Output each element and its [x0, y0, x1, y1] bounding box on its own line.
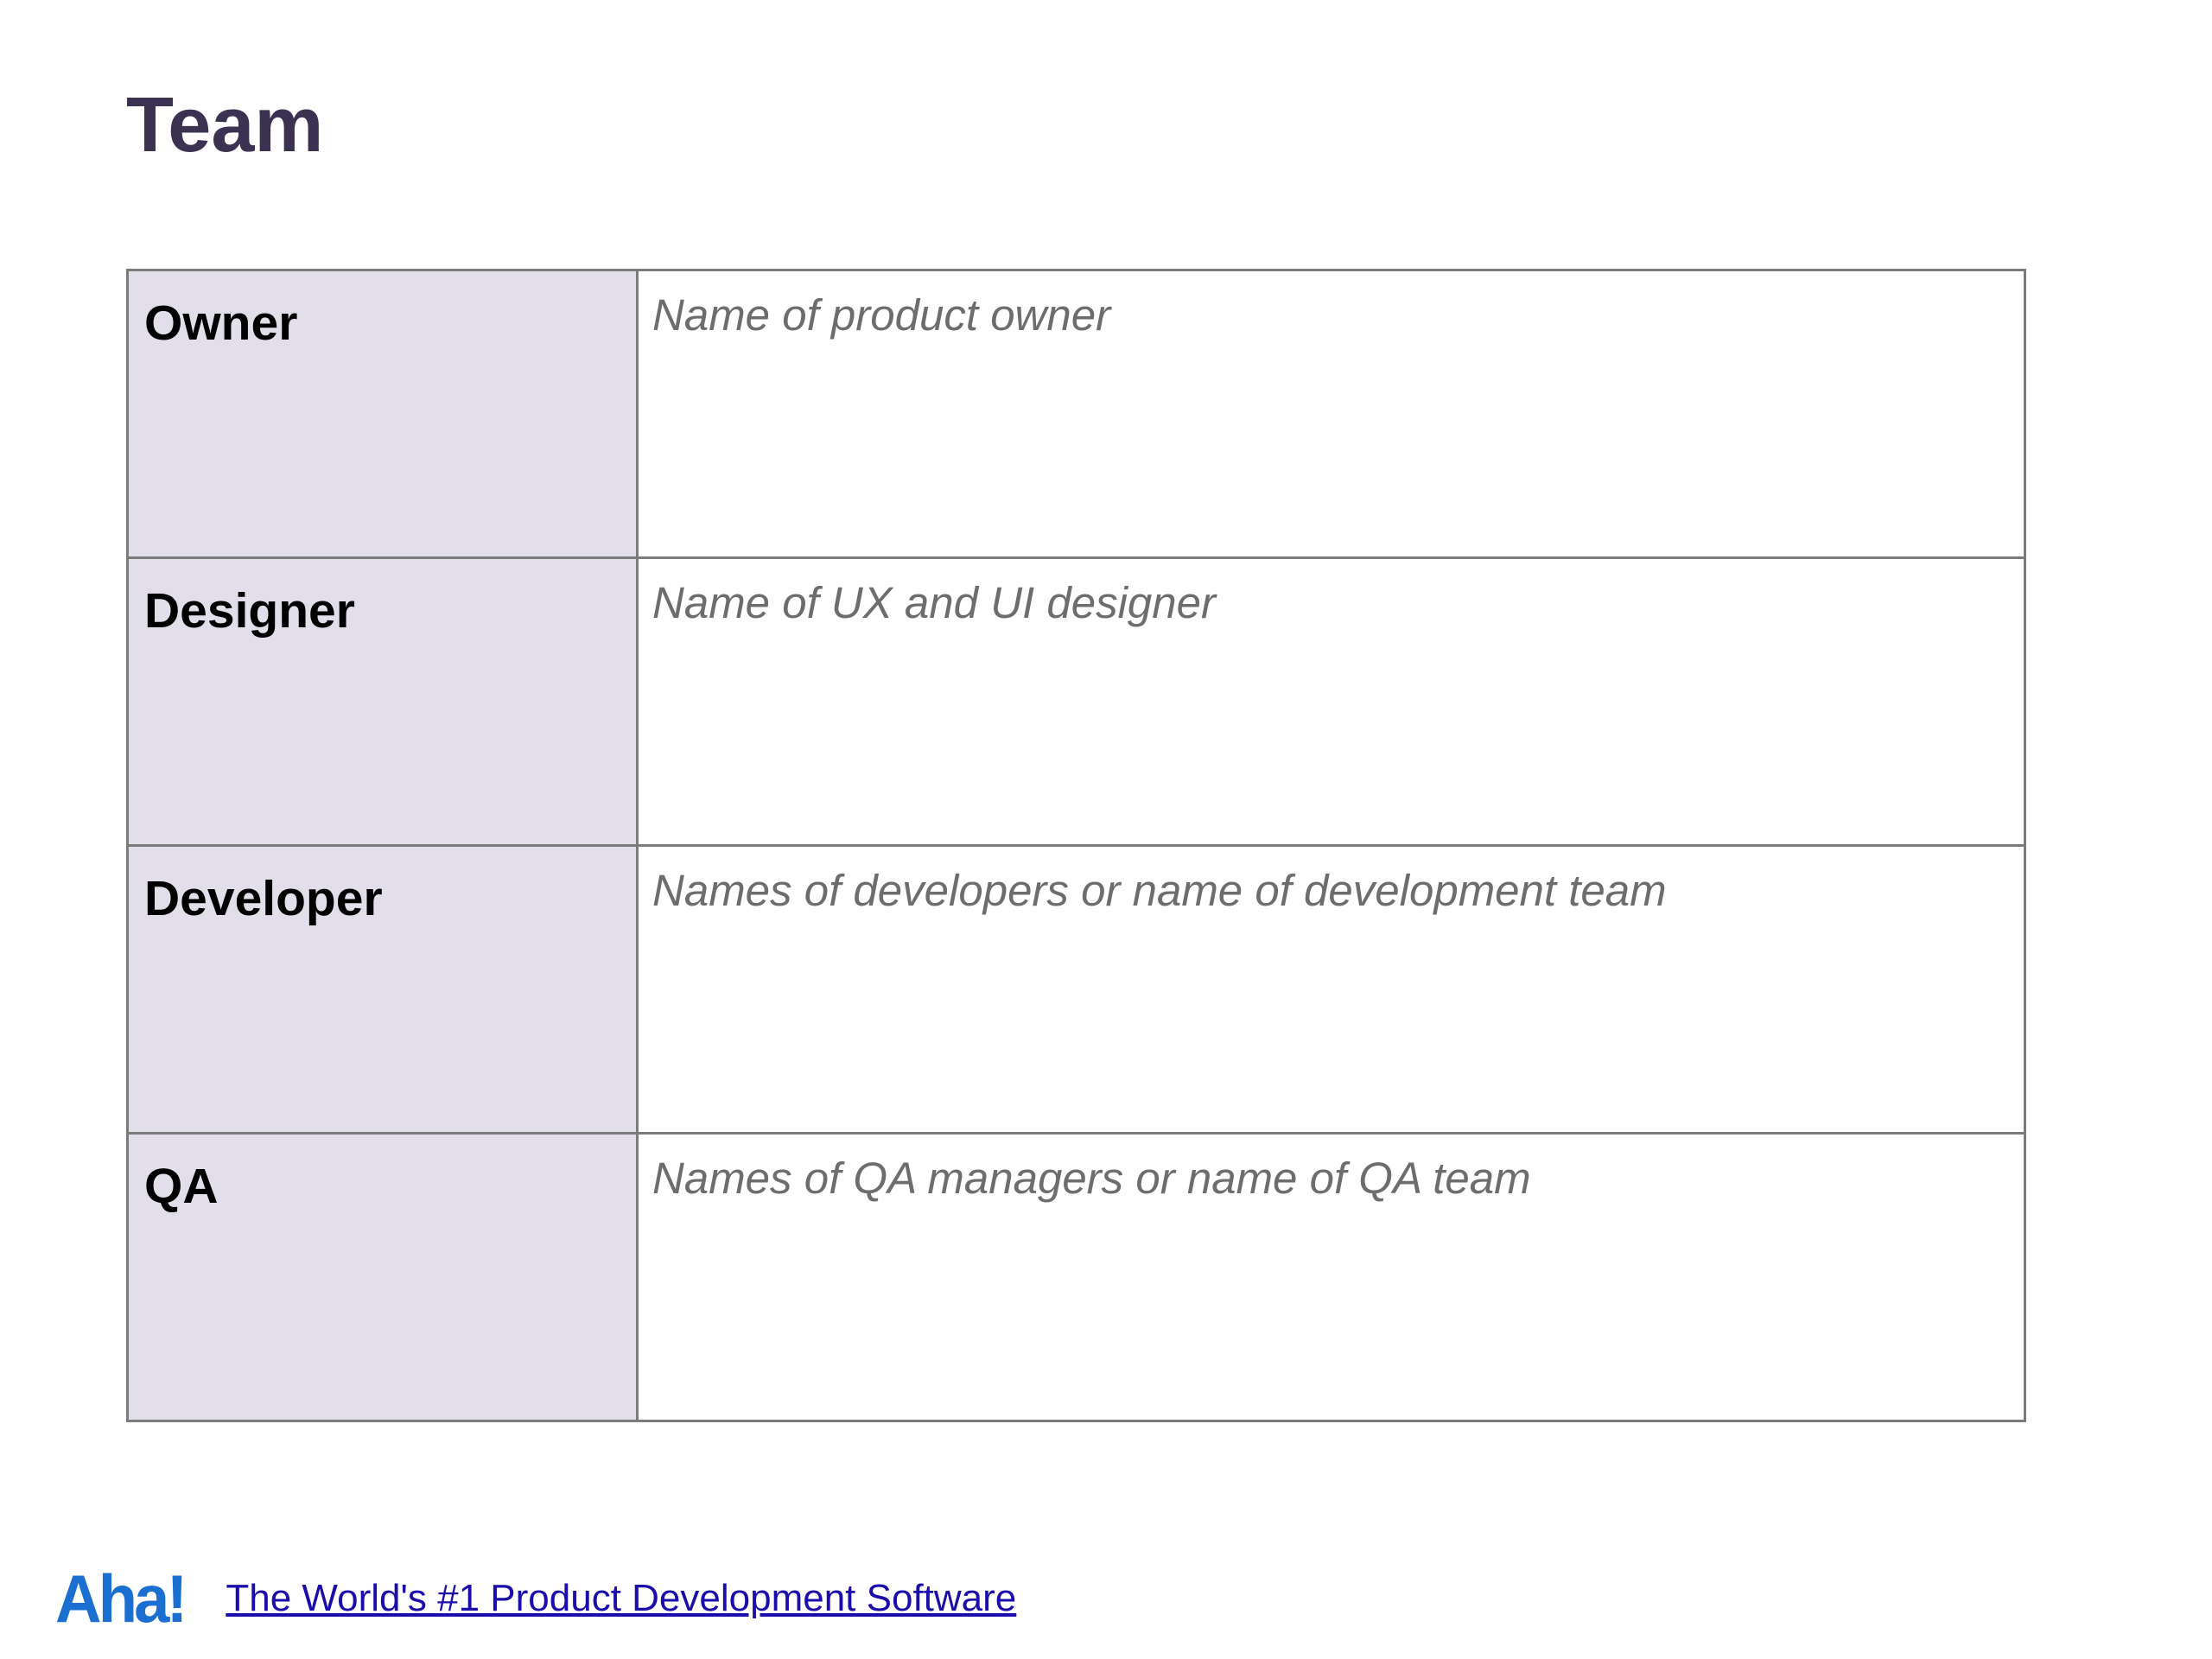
designer-placeholder-text: Name of UX and UI designer — [652, 578, 1216, 627]
role-label-developer: Developer — [144, 871, 383, 926]
team-table: Owner Name of product owner Designer Nam… — [126, 269, 2026, 1422]
owner-placeholder-text: Name of product owner — [652, 290, 1111, 340]
developer-names-field[interactable]: Names of developers or name of developme… — [636, 844, 2026, 1135]
role-label-designer: Designer — [144, 583, 355, 639]
qa-names-field[interactable]: Names of QA managers or name of QA team — [636, 1132, 2026, 1422]
table-row-designer: Designer Name of UX and UI designer — [126, 556, 2026, 847]
aha-logo: Aha! — [55, 1560, 188, 1637]
role-label-qa: QA — [144, 1159, 219, 1214]
product-software-link[interactable]: The World's #1 Product Development Softw… — [226, 1577, 1017, 1619]
qa-placeholder-text: Names of QA managers or name of QA team — [652, 1154, 1531, 1203]
developer-placeholder-text: Names of developers or name of developme… — [652, 866, 1667, 915]
role-cell-owner: Owner — [126, 269, 639, 559]
role-cell-qa: QA — [126, 1132, 639, 1422]
table-row-developer: Developer Names of developers or name of… — [126, 844, 2026, 1135]
owner-names-field[interactable]: Name of product owner — [636, 269, 2026, 559]
role-cell-designer: Designer — [126, 556, 639, 847]
page-title: Team — [126, 82, 324, 168]
footer: Aha! The World's #1 Product Development … — [55, 1564, 1016, 1633]
table-row-qa: QA Names of QA managers or name of QA te… — [126, 1132, 2026, 1422]
table-row-owner: Owner Name of product owner — [126, 269, 2026, 559]
role-cell-developer: Developer — [126, 844, 639, 1135]
designer-names-field[interactable]: Name of UX and UI designer — [636, 556, 2026, 847]
role-label-owner: Owner — [144, 296, 298, 351]
